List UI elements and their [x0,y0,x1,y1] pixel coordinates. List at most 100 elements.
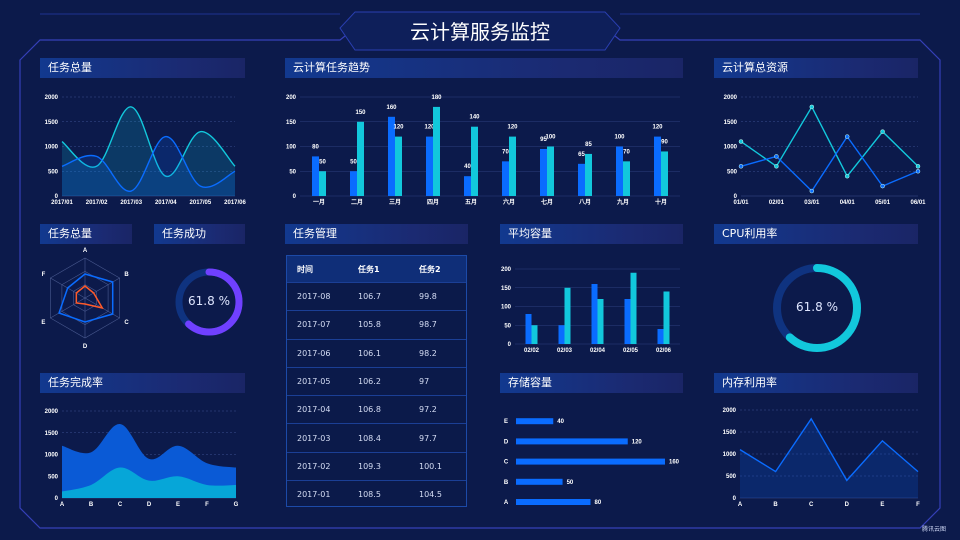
y-tick-label: 200 [286,95,297,101]
panel-title-trend: 云计算任务趋势 [285,58,683,78]
y-tick-label: 150 [501,286,512,292]
table-cell: 105.8 [358,320,381,330]
bar [388,116,395,196]
table-row: 2017-01 108.5 104.5 [287,480,466,508]
series-line [61,106,236,177]
x-tick-label: 02/02 [524,348,540,354]
y-tick-label: 1000 [45,453,59,459]
y-tick-label: 2000 [45,95,59,101]
panel-title-task-success: 任务成功 [154,224,245,244]
bar [395,136,402,196]
hbar [516,478,563,485]
y-tick-label: 1000 [724,145,738,151]
data-label: 120 [424,125,435,131]
x-tick-label: 02/05 [623,348,639,354]
table-row: 2017-06 106.1 98.2 [287,338,466,367]
data-label: 40 [464,164,471,170]
hbar [516,458,665,465]
x-tick-label: 02/04 [590,348,606,354]
radar-axis [50,297,86,319]
table-cell: 97.7 [419,433,437,443]
x-tick-label: 06/01 [910,200,926,206]
x-tick-label: 02/06 [656,348,672,354]
header-task1: 任务1 [358,264,380,274]
y-tick-label: 0 [508,342,512,348]
y-tick-label: 100 [501,305,512,311]
bar [471,126,478,196]
data-label: 90 [661,139,668,145]
data-point [915,164,921,169]
data-label: 40 [557,419,564,425]
y-tick-label: 1000 [723,452,737,458]
y-tick-label: 1000 [45,145,59,151]
panel-title-completion: 任务完成率 [40,373,245,393]
y-tick-label: 150 [286,120,297,126]
bar [585,153,592,196]
hbar [516,418,554,425]
panel-title-avg-capacity: 平均容量 [500,224,683,244]
y-tick-label: 2000 [724,95,738,101]
x-tick-label: 八月 [578,198,591,206]
page-title: 云计算服务监控 [410,20,550,44]
table-cell: 109.3 [358,461,381,471]
x-tick-label: 05/01 [875,200,891,206]
y-tick-label: 1500 [45,431,59,437]
table-row: 2017-05 106.2 97 [287,366,466,395]
bar [564,287,571,344]
data-label: 50 [567,480,574,486]
bar [616,146,623,196]
x-tick-label: A [738,502,743,508]
y-category-label: A [504,500,509,506]
table-header: 时间 任务1 任务2 [287,256,466,282]
table-cell: 2017-03 [297,433,331,443]
table-row: 2017-04 106.8 97.2 [287,395,466,423]
bar [319,171,326,196]
radar-series [58,273,114,323]
data-label: 160 [386,105,397,111]
bar [540,148,547,196]
bar [623,161,630,196]
x-tick-label: 五月 [465,198,477,206]
data-label: 160 [669,460,680,466]
data-label: 180 [431,95,442,101]
radar-indicator-label: A [83,248,88,254]
table-cell: 99.8 [419,292,437,302]
x-tick-label: 02/01 [769,200,785,206]
x-tick-label: 三月 [389,198,401,206]
y-tick-label: 0 [733,496,737,502]
radar-indicator-label: E [41,320,45,326]
watermark: 腾讯云图 [922,526,947,533]
series-area [62,136,235,196]
data-label: 120 [632,439,643,445]
x-tick-label: 01/01 [733,200,749,206]
y-tick-label: 1500 [45,120,59,126]
x-tick-label: F [916,502,920,508]
table-cell: 2017-04 [297,405,331,415]
table-row: 2017-08 106.7 99.8 [287,282,466,310]
data-point [880,129,885,134]
y-tick-label: 0 [55,194,59,200]
bar [357,121,364,196]
radar-indicator-label: B [124,272,129,278]
data-point [809,188,815,194]
bar [657,329,664,344]
panel-title-total-tasks: 任务总量 [40,58,245,78]
x-tick-label: 二月 [351,198,363,206]
x-tick-label: 2017/02 [86,200,108,206]
data-label: 50 [350,159,357,165]
table-cell: 98.2 [419,348,437,358]
series-area [62,106,235,196]
bar [426,136,433,196]
panel-title-resources: 云计算总资源 [714,58,918,78]
x-tick-label: 2017/01 [51,200,73,206]
y-tick-label: 2000 [723,408,737,414]
table-cell: 104.5 [419,490,442,500]
bar [433,106,440,196]
radar-axis [84,277,120,299]
x-tick-label: G [234,502,239,508]
y-category-label: E [504,419,508,425]
table-row: 2017-03 108.4 97.7 [287,423,466,451]
table-cell: 108.5 [358,490,381,500]
y-tick-label: 1500 [724,120,738,126]
